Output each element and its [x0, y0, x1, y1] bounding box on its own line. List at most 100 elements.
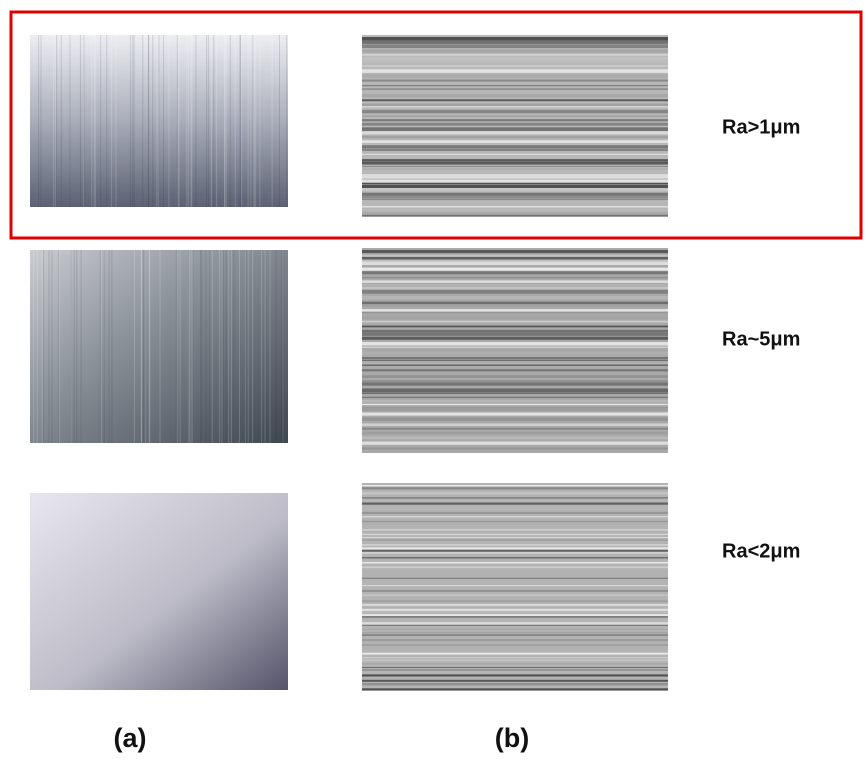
texture-line	[362, 609, 668, 611]
texture-line	[362, 337, 668, 340]
texture-line	[362, 106, 668, 107]
texture-line	[362, 333, 668, 336]
texture-line	[362, 616, 668, 617]
texture-line	[362, 198, 668, 199]
texture-line	[362, 487, 668, 489]
texture-line	[362, 116, 668, 118]
texture-line	[362, 521, 668, 522]
texture-line	[362, 110, 668, 114]
texture-line	[362, 317, 668, 320]
texture-line	[362, 262, 668, 265]
texture-line	[362, 529, 668, 530]
texture-line	[362, 437, 668, 440]
texture-line	[362, 629, 668, 630]
texture-line	[362, 503, 668, 505]
texture-line	[362, 410, 668, 411]
surface-photo	[30, 493, 288, 690]
texture-line	[362, 674, 668, 676]
texture-line	[362, 65, 668, 66]
texture-line	[362, 653, 668, 655]
texture-line	[362, 159, 668, 161]
column-label: (a)	[114, 723, 147, 753]
texture-line	[362, 622, 668, 624]
texture-line	[362, 612, 668, 613]
micrograph	[362, 35, 668, 217]
texture-line	[362, 174, 668, 178]
texture-line	[362, 562, 668, 564]
texture-line	[362, 145, 668, 148]
texture-line	[362, 639, 668, 641]
texture-line	[362, 357, 668, 358]
texture-line	[362, 69, 668, 73]
texture-line	[362, 312, 668, 313]
texture-line	[362, 524, 668, 525]
texture-line	[362, 140, 668, 142]
texture-line	[362, 552, 668, 554]
texture-line	[362, 547, 668, 549]
texture-line	[362, 418, 668, 421]
page: Ra>1μm Ra~5μm Ra<2μm (a) (b) (() => { co…	[0, 0, 865, 756]
texture-line	[362, 119, 668, 121]
texture-line	[362, 672, 668, 673]
texture-line	[362, 277, 668, 279]
texture-line	[362, 404, 668, 405]
texture-line	[362, 196, 668, 200]
texture-line	[362, 271, 668, 274]
texture-line	[362, 360, 668, 361]
texture-line	[362, 604, 668, 606]
texture-line	[362, 544, 668, 545]
texture-line	[362, 280, 668, 283]
texture-line	[362, 550, 668, 552]
texture-line	[362, 571, 668, 572]
texture-line	[362, 408, 668, 409]
figure: Ra>1μm Ra~5μm Ra<2μm (a) (b)	[0, 0, 865, 756]
texture-line	[362, 383, 668, 386]
texture-line	[362, 600, 668, 602]
texture-line	[362, 123, 668, 126]
texture-line	[362, 375, 668, 378]
texture-line	[362, 296, 668, 299]
texture-line	[362, 154, 668, 155]
texture-line	[362, 537, 668, 538]
micrograph	[362, 483, 668, 691]
texture-line	[362, 397, 668, 398]
texture-line	[362, 255, 668, 257]
texture-line	[362, 88, 668, 90]
texture-line	[362, 578, 668, 579]
row-label: Ra>1μm	[722, 116, 800, 138]
texture-line	[362, 212, 668, 216]
texture-line	[362, 206, 668, 208]
texture-line	[362, 99, 668, 101]
texture-line	[362, 149, 668, 151]
texture-line	[362, 365, 668, 366]
texture-line	[362, 442, 668, 445]
texture-line	[362, 347, 668, 348]
texture-line	[362, 40, 668, 44]
texture-line	[362, 428, 668, 430]
texture-line	[362, 309, 668, 311]
texture-line	[362, 573, 668, 574]
row-label: Ra<2μm	[722, 540, 800, 562]
texture-line	[362, 330, 668, 333]
texture-line	[362, 80, 668, 82]
texture-line	[362, 400, 668, 403]
texture-line	[362, 94, 668, 98]
texture-line	[362, 432, 668, 435]
texture-line	[362, 667, 668, 668]
texture-line	[362, 585, 668, 586]
texture-line	[362, 168, 668, 169]
texture-line	[362, 392, 668, 393]
texture-line	[362, 516, 668, 517]
texture-line	[362, 413, 668, 416]
texture-line	[362, 534, 668, 535]
texture-line	[362, 595, 668, 596]
texture-line	[362, 44, 668, 48]
texture-line	[362, 250, 668, 253]
texture-line	[362, 614, 668, 616]
texture-line	[362, 590, 668, 592]
texture-line	[362, 492, 668, 494]
texture-line	[362, 497, 668, 498]
texture-line	[362, 284, 668, 287]
texture-line	[362, 540, 668, 541]
row-label: Ra~5μm	[722, 328, 800, 350]
